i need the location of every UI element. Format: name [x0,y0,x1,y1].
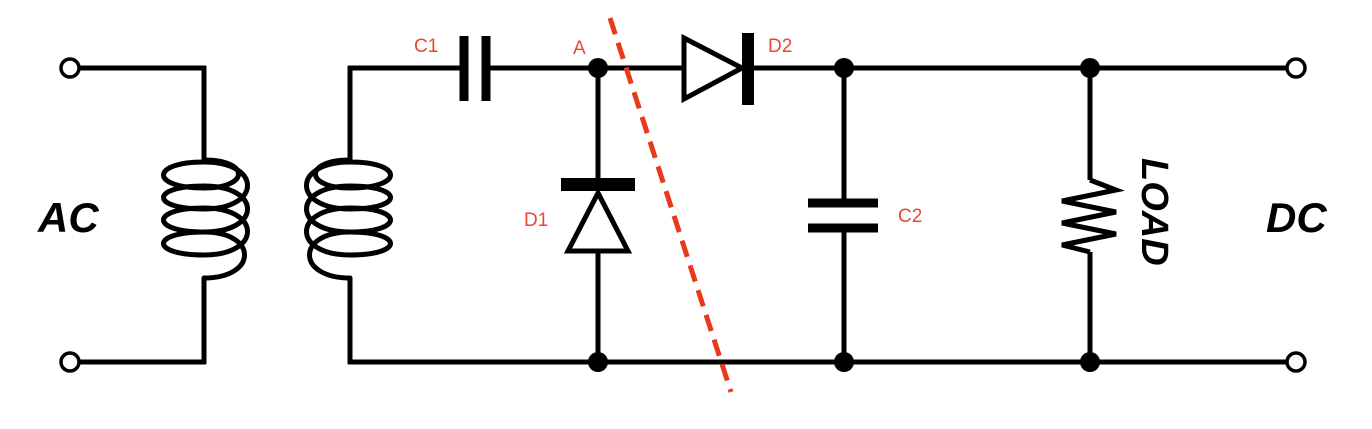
d1-cathode-bar [561,178,635,191]
output-side: DC [1266,57,1327,373]
d2-cathode-bar [742,33,754,105]
secondary-coil [304,157,393,281]
output-terminal-top [1285,57,1307,79]
load-zigzag [1061,177,1125,255]
output-terminal-bottom [1285,351,1307,373]
c2-label: C2 [898,206,922,227]
d2-label: D2 [768,36,792,57]
transformer-primary-winding [161,66,250,364]
ac-label: AC [37,194,99,241]
capacitor-c2: C2 [808,68,922,362]
junction-bottom-d1 [588,352,608,372]
d2-triangle [681,33,748,104]
load-label: LOAD [1133,158,1175,266]
dashed-cut-line [607,17,734,393]
diode-d1: D1 [524,68,635,362]
load-resistor: LOAD [1061,68,1175,362]
node-a: A [573,38,608,78]
primary-coil [161,157,250,281]
d1-label: D1 [524,210,548,231]
d1-triangle [563,187,633,254]
dc-label: DC [1266,194,1327,241]
transformer-secondary-winding [304,66,393,364]
input-terminal-bottom [59,351,81,373]
input-terminal-top [59,57,81,79]
c1-label: C1 [414,36,438,57]
node-a-label: A [573,38,586,59]
input-side: AC [37,57,206,373]
capacitor-c1: C1 [414,36,491,101]
diode-d2: D2 [681,33,792,105]
